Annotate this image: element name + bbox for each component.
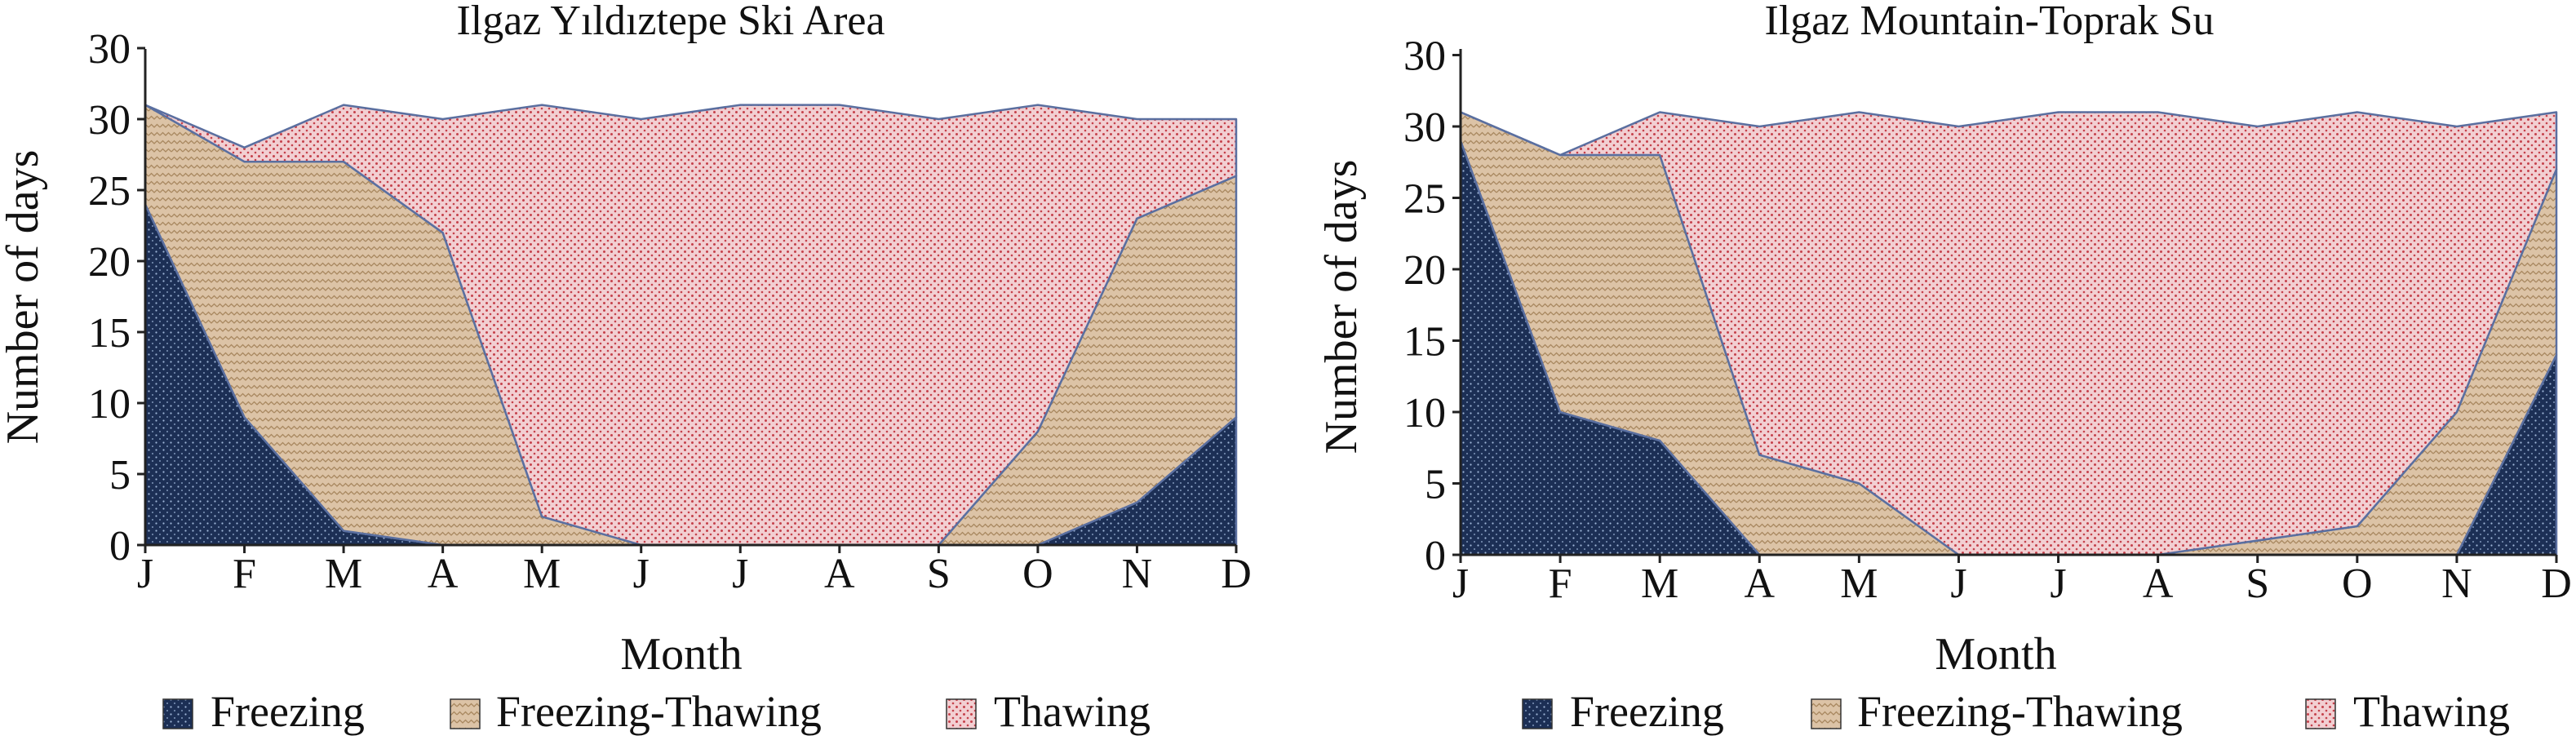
chart-left-ytick-label-4: 20 — [88, 239, 131, 286]
chart-left-xtick-label-10: N — [1122, 551, 1153, 597]
chart-left: Ilgaz Yıldıztepe Ski Area 0 5 10 15 20 25 30 30… — [0, 0, 1252, 736]
chart-left-legend: Freezing Freezing-Thawing Thawing — [162, 687, 1151, 736]
chart-left-xtick-label-2: M — [325, 551, 362, 597]
chart-right-ylabel: Number of days — [1316, 160, 1367, 454]
chart-left-areas — [144, 104, 1238, 547]
chart-right-areas — [1459, 111, 2558, 556]
chart-right-xtick-label-6: J — [2050, 561, 2066, 607]
chart-left-xtick-label-0: J — [137, 551, 153, 597]
chart-right-ytick-label-7: 30 — [1403, 33, 1446, 80]
chart-right-legend-item-thawing: Thawing — [2305, 687, 2510, 736]
chart-left-xtick-label-9: O — [1022, 551, 1053, 597]
chart-left-ytick-label-5: 25 — [88, 168, 131, 215]
chart-left-yticks: 0 5 10 15 20 25 30 30 — [88, 26, 145, 570]
chart-right-legend-swatch-thawing — [2305, 698, 2336, 729]
chart-right-legend-swatch-freezing — [1522, 698, 1553, 729]
chart-left-axes — [144, 49, 1236, 547]
chart-right-xtick-label-5: J — [1950, 561, 1966, 607]
chart-left-ytick-label-6: 30 — [88, 97, 131, 144]
chart-right-area-thawing — [1459, 111, 2558, 556]
chart-right-ytick-label-2: 10 — [1403, 390, 1446, 437]
chart-right-axes — [1459, 49, 2556, 556]
chart-left-ytick-label-1: 5 — [109, 452, 131, 499]
chart-right-legend-swatch-freezing-thawing — [1811, 698, 1842, 729]
chart-right-xtick-label-9: O — [2342, 561, 2373, 607]
chart-left-xtick-label-7: A — [824, 551, 855, 597]
chart-right-xtick-label-0: J — [1452, 561, 1469, 607]
chart-right-xlabel: Month — [1935, 629, 2056, 680]
chart-left-xtick-label-4: M — [523, 551, 561, 597]
chart-right-legend: Freezing Freezing-Thawing Thawing — [1522, 687, 2510, 736]
chart-right-xtick-label-4: M — [1840, 561, 1878, 607]
chart-left-legend-label-freezing-thawing: Freezing-Thawing — [496, 687, 822, 736]
chart-right-ytick-label-5: 25 — [1403, 176, 1446, 223]
chart-right-xtick-label-7: A — [2143, 561, 2174, 607]
chart-left-ytick-label-7: 30 — [88, 26, 131, 73]
chart-right-yticks: 0 5 10 15 20 25 30 30 — [1403, 33, 1461, 579]
chart-right-legend-item-freezing-thawing: Freezing-Thawing — [1811, 687, 2183, 736]
chart-left-legend-item-freezing: Freezing — [162, 687, 365, 736]
chart-right-xtick-label-11: D — [2541, 561, 2572, 607]
chart-left-legend-swatch-freezing-thawing — [450, 698, 481, 729]
chart-right-ytick-label-3: 15 — [1403, 319, 1446, 366]
chart-right-xtick-label-2: M — [1641, 561, 1678, 607]
chart-left-xlabel: Month — [620, 629, 742, 680]
chart-left-legend-item-freezing-thawing: Freezing-Thawing — [450, 687, 822, 736]
chart-left-area-thawing — [144, 104, 1238, 547]
chart-left-xtick-label-11: D — [1221, 551, 1252, 597]
chart-left-legend-swatch-freezing — [162, 698, 193, 729]
chart-right: Ilgaz Mountain-Toprak Su 05101520253030 … — [1316, 0, 2572, 736]
chart-right-ytick-label-1: 5 — [1425, 462, 1446, 508]
chart-right-title: Ilgaz Mountain-Toprak Su — [1765, 0, 2215, 44]
chart-right-ytick-label-6: 30 — [1403, 104, 1446, 151]
chart-right-xtick-label-1: F — [1549, 561, 1572, 607]
chart-left-legend-swatch-thawing — [946, 698, 977, 729]
chart-right-xtick-label-8: S — [2246, 561, 2269, 607]
chart-right-legend-label-thawing: Thawing — [2353, 687, 2510, 736]
chart-left-ylabel: Number of days — [0, 150, 48, 445]
chart-left-ytick-label-0: 0 — [109, 523, 131, 570]
chart-right-ytick-label-4: 20 — [1403, 247, 1446, 294]
chart-left-xtick-label-5: J — [633, 551, 650, 597]
chart-left-legend-item-thawing: Thawing — [946, 687, 1151, 736]
chart-left-ytick-label-3: 15 — [88, 310, 131, 357]
chart-left-xtick-label-8: S — [927, 551, 951, 597]
chart-right-legend-label-freezing-thawing: Freezing-Thawing — [1857, 687, 2183, 736]
chart-right-xtick-label-10: N — [2441, 561, 2472, 607]
chart-left-title: Ilgaz Yıldıztepe Ski Area — [456, 0, 885, 44]
chart-left-legend-label-freezing: Freezing — [211, 687, 365, 736]
chart-right-legend-label-freezing: Freezing — [1570, 687, 1724, 736]
chart-right-ytick-label-0: 0 — [1425, 533, 1446, 579]
chart-left-legend-label-thawing: Thawing — [994, 687, 1151, 736]
chart-right-legend-item-freezing: Freezing — [1522, 687, 1724, 736]
chart-left-xtick-label-1: F — [233, 551, 256, 597]
chart-right-xtick-label-3: A — [1744, 561, 1775, 607]
chart-left-xtick-label-3: A — [428, 551, 459, 597]
chart-left-xtick-label-6: J — [732, 551, 748, 597]
chart-left-ytick-label-2: 10 — [88, 381, 131, 428]
